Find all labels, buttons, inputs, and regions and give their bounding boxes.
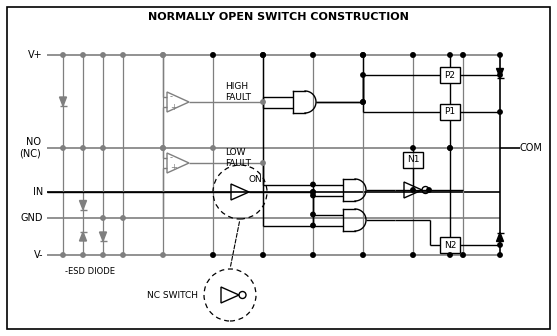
- Circle shape: [81, 146, 85, 150]
- Text: V+: V+: [28, 50, 43, 60]
- Circle shape: [161, 53, 165, 57]
- Circle shape: [161, 253, 165, 257]
- Polygon shape: [100, 232, 106, 241]
- Circle shape: [311, 182, 315, 187]
- Text: NO
(NC): NO (NC): [19, 137, 41, 159]
- Circle shape: [361, 253, 365, 257]
- Circle shape: [361, 73, 365, 77]
- Circle shape: [411, 188, 415, 192]
- Text: +: +: [170, 164, 177, 172]
- Bar: [403, 152, 423, 168]
- Circle shape: [311, 190, 315, 194]
- Bar: [440, 104, 460, 120]
- Circle shape: [411, 253, 415, 257]
- Circle shape: [461, 253, 465, 257]
- Text: HIGH
FAULT: HIGH FAULT: [225, 82, 251, 102]
- Circle shape: [261, 100, 265, 104]
- Circle shape: [101, 146, 105, 150]
- Bar: [440, 237, 460, 253]
- Circle shape: [261, 253, 265, 257]
- Text: IN: IN: [33, 187, 43, 197]
- Text: N1: N1: [407, 156, 419, 165]
- Circle shape: [498, 253, 502, 257]
- Circle shape: [311, 212, 315, 217]
- Circle shape: [427, 188, 431, 192]
- Circle shape: [261, 53, 265, 57]
- Circle shape: [411, 53, 415, 57]
- Text: NC SWITCH: NC SWITCH: [147, 291, 198, 299]
- Circle shape: [121, 253, 125, 257]
- Text: -ESD DIODE: -ESD DIODE: [65, 267, 115, 277]
- Circle shape: [211, 53, 215, 57]
- Circle shape: [101, 216, 105, 220]
- Circle shape: [61, 53, 65, 57]
- Circle shape: [211, 146, 215, 150]
- Circle shape: [411, 53, 415, 57]
- Bar: [440, 67, 460, 83]
- Circle shape: [121, 53, 125, 57]
- Circle shape: [448, 146, 452, 150]
- Circle shape: [361, 253, 365, 257]
- Polygon shape: [80, 232, 86, 241]
- Circle shape: [498, 243, 502, 247]
- Circle shape: [311, 223, 315, 228]
- Circle shape: [311, 190, 315, 194]
- Circle shape: [498, 73, 502, 77]
- Circle shape: [361, 53, 365, 57]
- Text: N2: N2: [444, 241, 456, 250]
- Text: COM: COM: [520, 143, 543, 153]
- Circle shape: [211, 253, 215, 257]
- Circle shape: [311, 53, 315, 57]
- Circle shape: [361, 100, 365, 104]
- Text: P2: P2: [444, 71, 456, 80]
- Circle shape: [81, 53, 85, 57]
- Circle shape: [461, 53, 465, 57]
- Circle shape: [161, 146, 165, 150]
- Circle shape: [361, 100, 365, 104]
- Circle shape: [261, 53, 265, 57]
- Circle shape: [161, 146, 165, 150]
- Circle shape: [261, 253, 265, 257]
- Circle shape: [498, 53, 502, 57]
- Text: P1: P1: [444, 108, 456, 117]
- Circle shape: [361, 53, 365, 57]
- Circle shape: [448, 53, 452, 57]
- Polygon shape: [496, 233, 504, 242]
- Circle shape: [121, 216, 125, 220]
- Text: -: -: [170, 154, 173, 163]
- Circle shape: [498, 110, 502, 114]
- Circle shape: [411, 146, 415, 150]
- Circle shape: [61, 146, 65, 150]
- Text: +: +: [170, 102, 177, 112]
- Circle shape: [461, 253, 465, 257]
- Circle shape: [61, 253, 65, 257]
- Circle shape: [81, 253, 85, 257]
- Circle shape: [448, 253, 452, 257]
- Circle shape: [161, 53, 165, 57]
- Polygon shape: [80, 201, 86, 210]
- Circle shape: [261, 53, 265, 57]
- Text: NORMALLY OPEN SWITCH CONSTRUCTION: NORMALLY OPEN SWITCH CONSTRUCTION: [148, 12, 408, 22]
- Polygon shape: [60, 97, 66, 106]
- Text: LOW
FAULT: LOW FAULT: [225, 148, 251, 168]
- Circle shape: [101, 53, 105, 57]
- Circle shape: [311, 193, 315, 198]
- Circle shape: [311, 253, 315, 257]
- Circle shape: [361, 53, 365, 57]
- Text: V-: V-: [33, 250, 43, 260]
- Circle shape: [311, 253, 315, 257]
- Circle shape: [211, 253, 215, 257]
- Text: ON: ON: [248, 174, 262, 183]
- Circle shape: [211, 53, 215, 57]
- Polygon shape: [496, 69, 504, 78]
- Circle shape: [261, 161, 265, 165]
- Circle shape: [411, 253, 415, 257]
- Text: -: -: [170, 92, 173, 101]
- Text: GND: GND: [21, 213, 43, 223]
- Circle shape: [101, 253, 105, 257]
- Circle shape: [311, 53, 315, 57]
- Circle shape: [461, 53, 465, 57]
- Circle shape: [448, 146, 452, 150]
